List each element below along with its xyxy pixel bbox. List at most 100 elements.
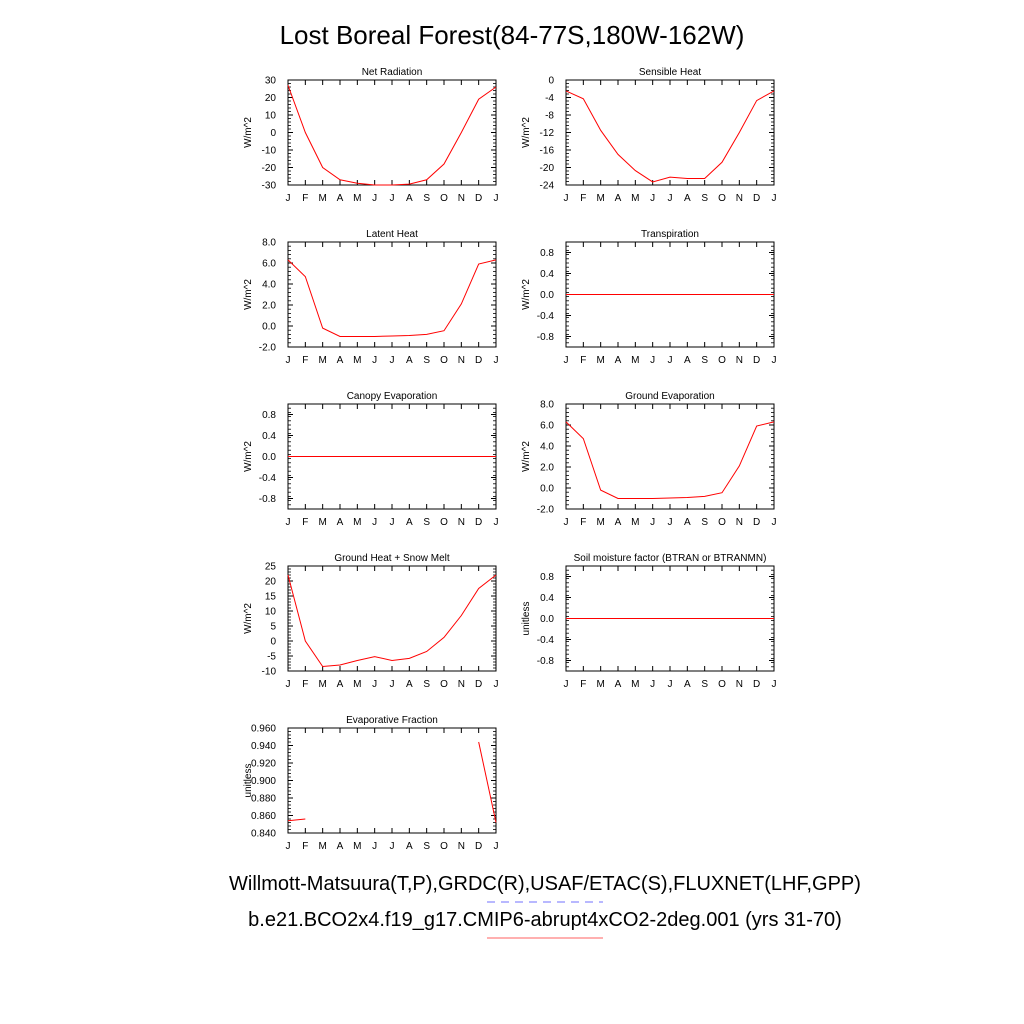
y-tick-label: -8 bbox=[545, 111, 554, 122]
y-tick-label: -20 bbox=[262, 163, 277, 174]
x-tick-label: J bbox=[390, 679, 395, 690]
plot-frame bbox=[287, 79, 497, 186]
y-tick-label: 8.0 bbox=[262, 238, 276, 249]
x-tick-label: A bbox=[684, 517, 691, 528]
x-tick-label: A bbox=[337, 355, 344, 366]
y-axis-label: W/m^2 bbox=[243, 441, 254, 472]
y-tick-label: 0.8 bbox=[262, 410, 276, 421]
panel-title: Evaporative Fraction bbox=[346, 715, 438, 726]
y-tick-label: -5 bbox=[267, 652, 276, 663]
x-tick-label: M bbox=[353, 517, 361, 528]
y-tick-label: 25 bbox=[265, 562, 277, 573]
y-axis-label: W/m^2 bbox=[243, 117, 254, 148]
x-tick-label: N bbox=[736, 193, 743, 204]
x-tick-label: J bbox=[372, 679, 377, 690]
x-tick-label: A bbox=[615, 355, 622, 366]
y-tick-label: -12 bbox=[540, 128, 555, 139]
x-tick-label: D bbox=[753, 355, 760, 366]
x-tick-label: S bbox=[423, 355, 430, 366]
panel-title: Canopy Evaporation bbox=[347, 391, 438, 402]
y-tick-label: -30 bbox=[262, 181, 277, 192]
x-tick-label: J bbox=[390, 193, 395, 204]
y-tick-label: -4 bbox=[545, 93, 554, 104]
y-axis-label: W/m^2 bbox=[243, 603, 254, 634]
y-tick-label: 0.940 bbox=[251, 741, 276, 752]
x-tick-label: M bbox=[353, 679, 361, 690]
y-tick-label: 6.0 bbox=[540, 421, 554, 432]
x-tick-label: O bbox=[718, 355, 726, 366]
x-tick-label: D bbox=[475, 517, 482, 528]
plot-frame bbox=[565, 79, 775, 186]
figure-title: Lost Boreal Forest(84-77S,180W-162W) bbox=[280, 20, 745, 50]
x-tick-label: J bbox=[390, 355, 395, 366]
plot-frame bbox=[287, 727, 497, 834]
x-tick-label: O bbox=[440, 679, 448, 690]
x-tick-label: J bbox=[494, 679, 499, 690]
y-tick-label: 10 bbox=[265, 111, 277, 122]
y-tick-label: -0.4 bbox=[259, 473, 277, 484]
x-tick-label: J bbox=[494, 841, 499, 852]
y-tick-label: 0.920 bbox=[251, 759, 276, 770]
x-tick-label: J bbox=[772, 355, 777, 366]
x-tick-label: J bbox=[772, 679, 777, 690]
series-line-1-seg-1 bbox=[565, 421, 775, 499]
series-line-1-seg-1 bbox=[287, 259, 497, 337]
y-axis-label: W/m^2 bbox=[243, 279, 254, 310]
x-tick-label: J bbox=[286, 193, 291, 204]
x-tick-label: M bbox=[318, 355, 326, 366]
y-tick-label: -2.0 bbox=[259, 343, 277, 354]
x-tick-label: M bbox=[596, 517, 604, 528]
y-tick-label: 6.0 bbox=[262, 259, 276, 270]
x-tick-label: N bbox=[458, 841, 465, 852]
x-tick-label: J bbox=[650, 193, 655, 204]
series-line-1-seg-1 bbox=[287, 818, 306, 822]
x-tick-label: S bbox=[701, 679, 708, 690]
y-axis-label: W/m^2 bbox=[521, 441, 532, 472]
y-tick-label: 8.0 bbox=[540, 400, 554, 411]
x-tick-label: A bbox=[406, 355, 413, 366]
series-line-1-seg-1 bbox=[565, 90, 775, 183]
x-tick-label: M bbox=[318, 193, 326, 204]
y-tick-label: 5 bbox=[270, 622, 276, 633]
x-tick-label: J bbox=[372, 193, 377, 204]
y-tick-label: -0.8 bbox=[537, 656, 555, 667]
x-tick-label: N bbox=[736, 517, 743, 528]
x-tick-label: D bbox=[753, 193, 760, 204]
y-tick-label: 0.0 bbox=[540, 484, 554, 495]
y-tick-label: -20 bbox=[540, 163, 555, 174]
y-tick-label: 0.0 bbox=[262, 322, 276, 333]
x-tick-label: M bbox=[353, 355, 361, 366]
x-tick-label: M bbox=[353, 193, 361, 204]
y-tick-label: 0.900 bbox=[251, 776, 276, 787]
y-tick-label: 4.0 bbox=[262, 280, 276, 291]
y-tick-label: -0.4 bbox=[537, 635, 555, 646]
x-tick-label: O bbox=[440, 841, 448, 852]
x-tick-label: D bbox=[753, 679, 760, 690]
x-tick-label: F bbox=[302, 841, 308, 852]
x-tick-label: D bbox=[475, 841, 482, 852]
y-tick-label: -24 bbox=[540, 181, 555, 192]
plot-frame bbox=[287, 565, 497, 672]
x-tick-label: M bbox=[631, 517, 639, 528]
x-tick-label: J bbox=[650, 517, 655, 528]
y-tick-label: -10 bbox=[262, 146, 277, 157]
x-tick-label: J bbox=[564, 679, 569, 690]
y-tick-label: 2.0 bbox=[540, 463, 554, 474]
y-axis-label: unitless bbox=[243, 764, 254, 798]
x-tick-label: J bbox=[772, 193, 777, 204]
x-tick-label: O bbox=[440, 355, 448, 366]
y-tick-label: -2.0 bbox=[537, 505, 555, 516]
x-tick-label: J bbox=[494, 193, 499, 204]
x-tick-label: J bbox=[372, 355, 377, 366]
y-tick-label: 2.0 bbox=[262, 301, 276, 312]
y-tick-label: -0.8 bbox=[537, 332, 555, 343]
x-tick-label: J bbox=[286, 517, 291, 528]
x-tick-label: J bbox=[650, 355, 655, 366]
x-tick-label: J bbox=[650, 679, 655, 690]
x-tick-label: A bbox=[406, 841, 413, 852]
